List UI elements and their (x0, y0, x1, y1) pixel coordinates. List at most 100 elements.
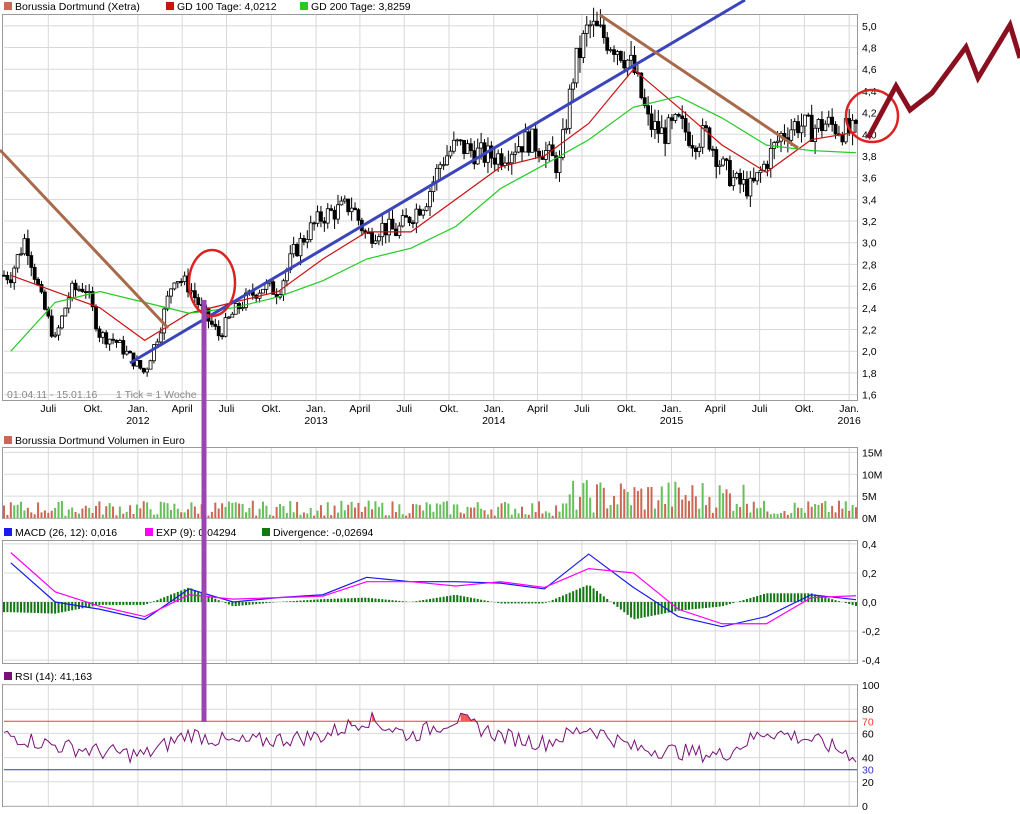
volume-bar (347, 504, 350, 518)
price-candle-body (121, 340, 126, 355)
volume-bar (377, 506, 380, 518)
divergence-bar (33, 602, 36, 613)
price-candle-body (32, 267, 37, 280)
volume-bar (490, 509, 493, 518)
price-candle-body (220, 335, 225, 338)
price-candle-body (666, 117, 671, 144)
volume-bar (565, 503, 568, 518)
divergence-bar (630, 602, 633, 618)
y-tick-label: 4,2 (862, 108, 877, 120)
volume-bar (446, 501, 449, 518)
volume-bar (636, 490, 639, 518)
divergence-bar (619, 602, 622, 610)
price-candle-body (53, 334, 58, 337)
x-month-label: Juli (219, 403, 235, 415)
volume-bar (745, 503, 748, 518)
x-month-label: April (527, 403, 548, 415)
volume-bar (285, 512, 288, 518)
volume-bar (23, 510, 26, 518)
price-candle-body (768, 147, 773, 169)
legend-label-exp: EXP (9): 0,04294 (156, 527, 237, 539)
divergence-bar (20, 602, 23, 613)
price-candle-body (745, 179, 749, 197)
volume-bar (9, 502, 12, 518)
volume-bar (146, 502, 149, 518)
x-month-label: Juli (40, 403, 56, 415)
divergence-bar (807, 593, 810, 602)
divergence-bar (129, 602, 132, 605)
volume-bar (688, 500, 691, 518)
x-month-label: Okt. (795, 403, 814, 415)
legend-swatch-price (4, 2, 12, 10)
price-candle-body (12, 267, 17, 284)
divergence-bar (364, 597, 367, 602)
volume-bar (551, 515, 554, 518)
volume-bar (57, 501, 60, 518)
volume-bar (401, 514, 404, 518)
price-candle-body (465, 143, 470, 154)
price-candle-body (325, 208, 330, 224)
volume-bar (647, 487, 650, 518)
volume-bar (640, 488, 643, 518)
divergence-bar (660, 602, 663, 614)
volume-bar (585, 480, 588, 518)
volume-bar (452, 504, 455, 518)
divergence-bar (30, 602, 33, 613)
price-candle-body (353, 207, 357, 211)
volume-bar (231, 502, 234, 518)
divergence-bar (357, 597, 360, 602)
y-tick-label: 60 (862, 728, 874, 740)
y-tick-label: 40 (862, 753, 874, 765)
volume-bar (336, 512, 339, 518)
divergence-bar (521, 602, 524, 604)
volume-bar (234, 502, 237, 518)
price-candle-body (663, 127, 668, 144)
divergence-bar (831, 599, 834, 602)
divergence-bar (152, 601, 155, 602)
x-month-label: April (349, 403, 370, 415)
price-candle-body (8, 279, 13, 284)
divergence-bar (224, 602, 227, 604)
divergence-bar (398, 600, 401, 602)
divergence-bar (285, 601, 288, 602)
divergence-bar (486, 600, 489, 602)
y-tick-label: 3,2 (862, 216, 877, 228)
price-candle-body (683, 118, 688, 133)
forecast-zigzag (865, 18, 1020, 140)
price-candle-body (751, 177, 756, 182)
volume-bar (221, 503, 224, 518)
volume-bar (159, 501, 162, 518)
volume-bar (139, 508, 142, 518)
price-candle-body (77, 288, 81, 291)
price-candles (2, 7, 858, 377)
legend-label-volume: Borussia Dortmund Volumen in Euro (15, 435, 185, 447)
volume-bar (670, 506, 673, 518)
price-candle-body (758, 169, 763, 174)
divergence-bar (848, 602, 851, 604)
divergence-bar (623, 602, 626, 613)
price-candle-body (97, 328, 102, 338)
volume-bar (521, 506, 524, 518)
divergence-bar (786, 593, 789, 602)
divergence-bar (418, 600, 421, 602)
volume-bar (650, 487, 653, 518)
y-tick-label: 3,0 (862, 238, 877, 250)
volume-bar (633, 487, 636, 518)
price-candle-body (738, 172, 743, 185)
volume-bar (503, 501, 506, 518)
price-candle-body (209, 320, 214, 325)
volume-bar (272, 515, 275, 518)
divergence-bar (469, 597, 472, 602)
divergence-bar (745, 599, 748, 602)
x-month-label: April (705, 403, 726, 415)
divergence-bar (57, 602, 60, 613)
divergence-bar (6, 602, 9, 613)
divergence-bar (139, 602, 142, 605)
divergence-bar (135, 602, 138, 605)
price-candle-body (49, 315, 54, 337)
divergence-bar (480, 599, 483, 602)
divergence-bar (60, 602, 63, 613)
volume-bar (527, 514, 530, 518)
divergence-bar (354, 598, 357, 602)
price-candle-body (302, 237, 306, 243)
